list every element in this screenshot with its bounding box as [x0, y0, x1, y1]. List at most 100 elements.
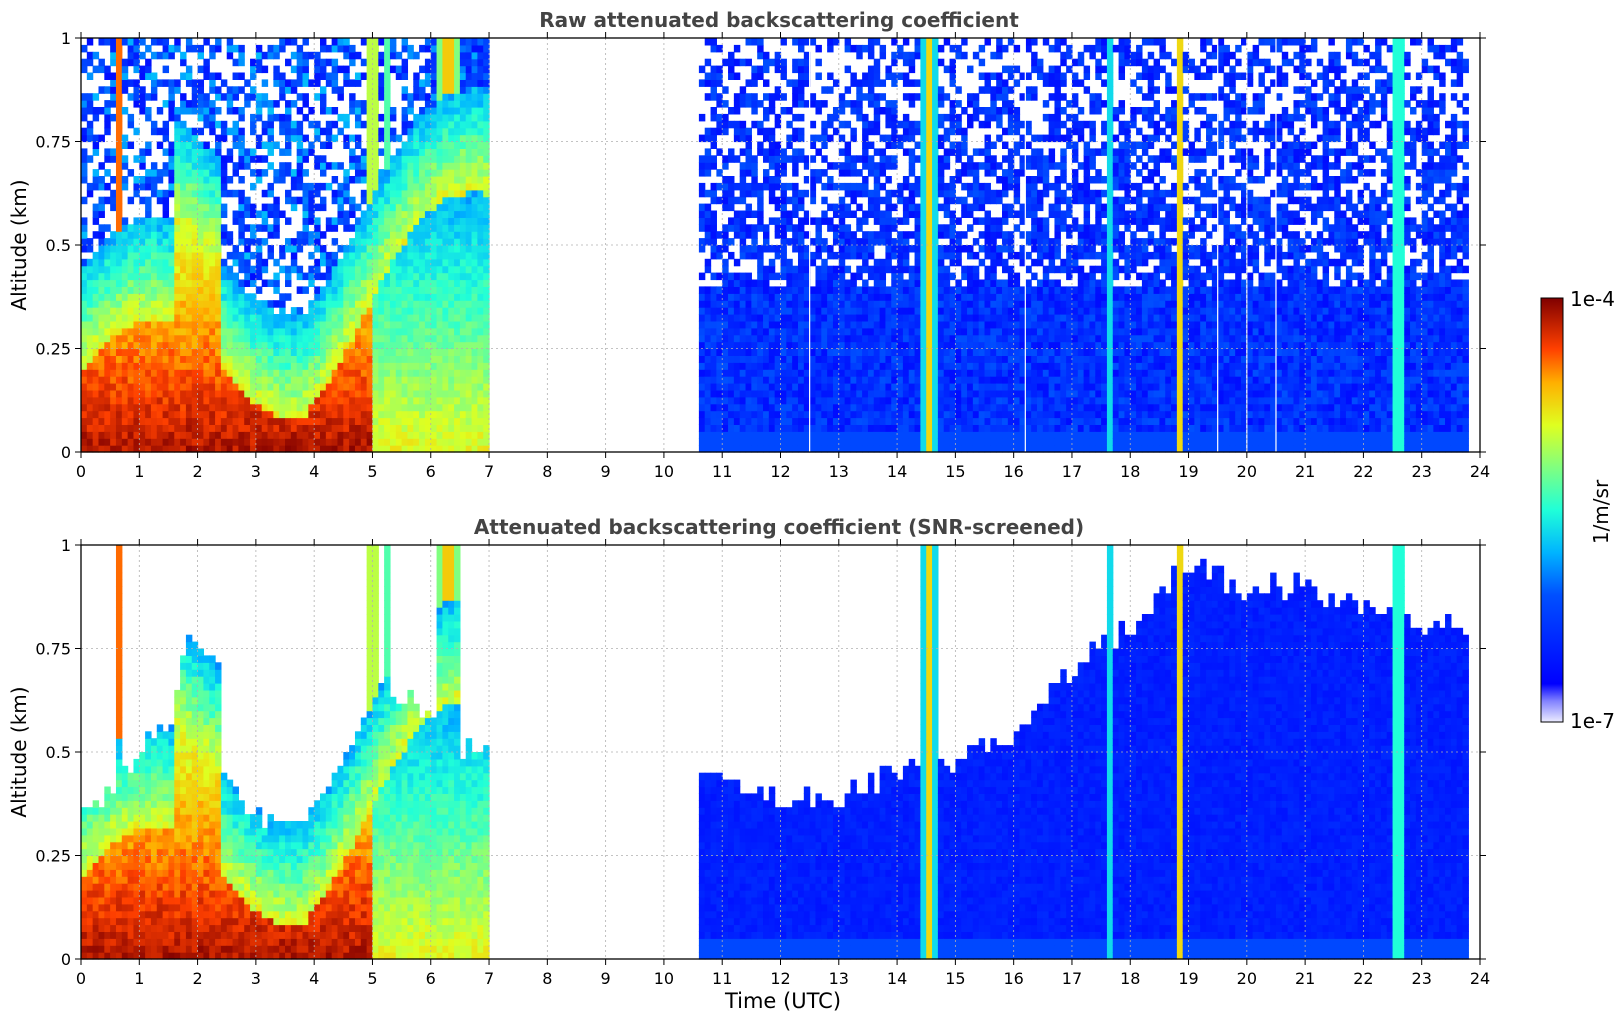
heatmap-cell — [232, 417, 239, 425]
heatmap-cell — [430, 300, 438, 308]
heatmap-cell — [483, 355, 490, 363]
heatmap-cell — [448, 217, 455, 225]
heatmap-cell — [862, 300, 869, 308]
heatmap-cell — [378, 134, 385, 143]
heatmap-cell — [226, 51, 234, 60]
heatmap-cell — [827, 134, 834, 143]
heatmap-cell — [81, 169, 88, 177]
heatmap-cell — [442, 224, 449, 232]
heatmap-cell — [728, 396, 735, 405]
heatmap-cell — [832, 210, 840, 218]
heatmap-cell — [261, 189, 269, 198]
heatmap-cell — [279, 293, 286, 301]
heatmap-cell — [174, 334, 181, 343]
heatmap-cell — [203, 100, 210, 108]
heatmap-cell — [430, 182, 438, 191]
heatmap-cell — [150, 389, 158, 398]
heatmap-cell — [86, 383, 94, 391]
heatmap-cell — [407, 251, 414, 260]
heatmap-cell — [331, 58, 339, 67]
heatmap-cell — [407, 51, 414, 60]
heatmap-cell — [821, 100, 828, 108]
heatmap-cell — [389, 300, 397, 308]
heatmap-cell — [856, 93, 863, 101]
heatmap-cell — [442, 155, 449, 163]
heatmap-cell — [792, 127, 799, 136]
heatmap-cell — [465, 396, 473, 405]
heatmap-cell — [797, 341, 805, 350]
heatmap-cell — [442, 148, 449, 156]
heatmap-cell — [407, 424, 414, 432]
heatmap-cell — [424, 293, 432, 301]
heatmap-cell — [127, 320, 135, 329]
heatmap-cell — [139, 93, 146, 101]
heatmap-cell — [261, 100, 269, 108]
heatmap-cell — [378, 279, 385, 287]
heatmap-cell — [162, 355, 170, 363]
heatmap-cell — [197, 369, 205, 377]
heatmap-cell — [809, 307, 817, 315]
heatmap-cell — [797, 127, 805, 136]
heatmap-cell — [343, 320, 350, 329]
heatmap-cell — [226, 300, 234, 308]
heatmap-cell — [792, 341, 799, 350]
heatmap-cell — [150, 127, 158, 136]
heatmap-cell — [751, 348, 758, 356]
heatmap-cell — [255, 334, 263, 343]
heatmap-cell — [436, 210, 444, 218]
heatmap-cell — [314, 231, 321, 239]
heatmap-cell — [331, 369, 339, 377]
heatmap-cell — [436, 286, 444, 294]
heatmap-cell — [739, 445, 747, 453]
heatmap-cell — [331, 286, 339, 294]
heatmap-cell — [343, 44, 350, 53]
heatmap-cell — [873, 300, 881, 308]
heatmap-cell — [454, 169, 461, 177]
heatmap-cell — [378, 341, 385, 350]
heatmap-cell — [115, 79, 123, 87]
heatmap-cell — [442, 410, 449, 419]
heatmap-cell — [395, 293, 403, 301]
heatmap-cell — [115, 396, 123, 405]
heatmap-cell — [838, 314, 846, 322]
heatmap-cell — [745, 286, 752, 294]
heatmap-cell — [797, 65, 805, 74]
heatmap-cell — [110, 231, 117, 239]
heatmap-cell — [150, 51, 158, 60]
heatmap-cell — [209, 327, 216, 336]
heatmap-cell — [308, 341, 315, 350]
heatmap-cell — [244, 341, 251, 350]
heatmap-cell — [220, 176, 228, 184]
heatmap-cell — [792, 93, 799, 101]
heatmap-cell — [238, 176, 245, 184]
heatmap-cell — [815, 279, 822, 287]
heatmap-cell — [92, 403, 100, 412]
heatmap-cell — [384, 107, 391, 115]
heatmap-cell — [401, 341, 409, 350]
heatmap-cell — [267, 376, 274, 384]
heatmap-cell — [354, 341, 362, 350]
heatmap-cell — [477, 93, 484, 101]
heatmap-cell — [104, 245, 111, 253]
heatmap-cell — [471, 127, 478, 136]
heatmap-cell — [879, 320, 887, 329]
heatmap-cell — [372, 189, 379, 198]
heatmap-cell — [751, 424, 758, 432]
heatmap-cell — [763, 445, 770, 453]
heatmap-cell — [838, 341, 846, 350]
heatmap-cell — [728, 307, 735, 315]
heatmap-cell — [838, 107, 846, 115]
heatmap-cell — [407, 148, 414, 156]
heatmap-cell — [424, 396, 432, 405]
heatmap-cell — [98, 327, 105, 336]
heatmap-cell — [867, 141, 875, 149]
heatmap-cell — [378, 224, 385, 232]
heatmap-cell — [127, 327, 135, 336]
heatmap-cell — [442, 389, 449, 398]
heatmap-cell — [267, 334, 274, 343]
heatmap-cell — [780, 245, 787, 253]
heatmap-cell — [302, 417, 309, 425]
heatmap-cell — [716, 65, 723, 74]
heatmap-cell — [891, 383, 898, 391]
heatmap-cell — [395, 148, 403, 156]
